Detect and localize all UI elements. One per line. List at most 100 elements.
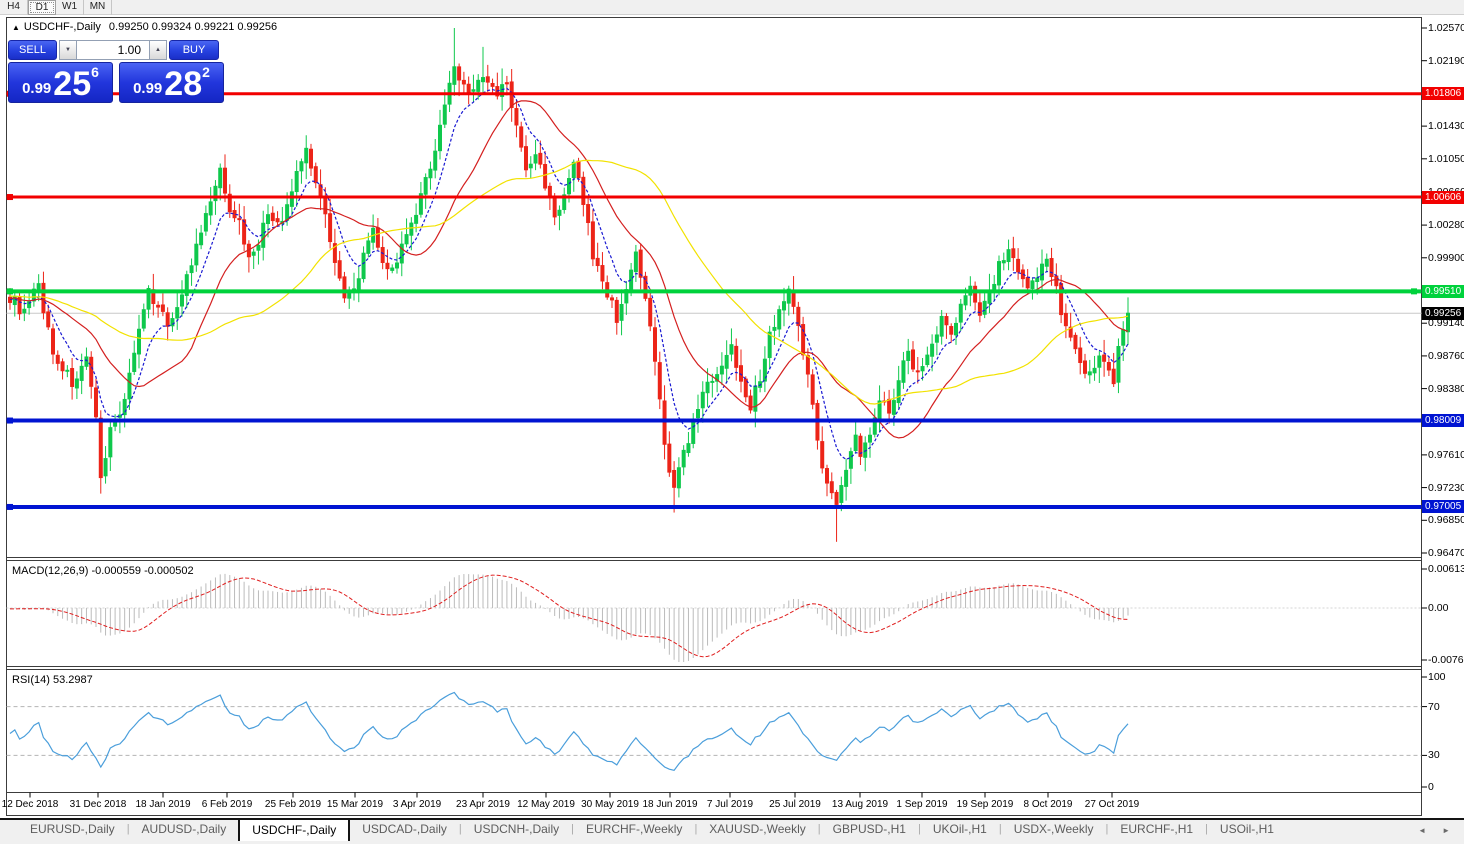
sell-price-sup: 6 bbox=[91, 64, 99, 80]
timeframe-button-h4[interactable]: H4 bbox=[0, 0, 28, 15]
candle-body bbox=[1073, 334, 1078, 350]
macd-axis-label: -0.007612 bbox=[1428, 654, 1464, 666]
candle-body bbox=[586, 204, 591, 224]
date-axis[interactable]: 12 Dec 2018 31 Dec 2018 18 Jan 2019 6 Feb 2… bbox=[0, 0, 1421, 818]
buy-price-base: 0.99 bbox=[133, 80, 163, 97]
candle-body bbox=[911, 349, 915, 370]
candle-body bbox=[84, 356, 89, 367]
tab-separator: | bbox=[817, 823, 821, 835]
candle-body bbox=[189, 265, 194, 274]
candle-body bbox=[954, 322, 958, 336]
tab-usdcnh-daily[interactable]: USDCNH-,Daily bbox=[473, 822, 560, 836]
date-label: 13 Aug 2019 bbox=[831, 799, 889, 810]
candle-body bbox=[734, 345, 739, 368]
sell-price-big: 25 bbox=[53, 65, 92, 104]
candle-body bbox=[949, 326, 954, 335]
hline-handle[interactable] bbox=[7, 417, 13, 424]
candle-body bbox=[796, 306, 801, 326]
collapse-arrow-icon[interactable]: ▲ bbox=[12, 23, 20, 32]
price-axis[interactable]: 1.025701.021901.014301.010501.006601.002… bbox=[1421, 0, 1464, 818]
candle-body bbox=[858, 435, 863, 457]
sell-price-panel[interactable]: 0.99 25 6 bbox=[8, 62, 113, 103]
candle-body bbox=[1063, 312, 1068, 327]
candle-body bbox=[686, 443, 691, 454]
candle-body bbox=[524, 146, 528, 171]
volume-input[interactable] bbox=[77, 40, 149, 60]
hline-price-badge: 1.01806 bbox=[1422, 87, 1464, 101]
candle-body bbox=[547, 185, 552, 196]
timeframe-button-mn[interactable]: MN bbox=[84, 0, 112, 15]
buy-button[interactable]: BUY bbox=[169, 40, 219, 60]
date-label: 7 Jul 2019 bbox=[706, 799, 754, 810]
buy-price-sup: 2 bbox=[202, 64, 210, 80]
candle-body bbox=[820, 441, 825, 469]
ma-slow-line bbox=[9, 159, 1129, 405]
buy-price-panel[interactable]: 0.99 28 2 bbox=[119, 62, 224, 103]
date-label: 25 Jul 2019 bbox=[769, 799, 821, 810]
tab-eurchf-weekly[interactable]: EURCHF-,Weekly bbox=[585, 822, 683, 836]
tab-usdx-weekly[interactable]: USDX-,Weekly bbox=[1013, 822, 1094, 836]
candle-body bbox=[1087, 371, 1092, 376]
tab-xauusd-weekly[interactable]: XAUUSD-,Weekly bbox=[709, 822, 806, 836]
candle-body bbox=[710, 380, 715, 383]
candle-body bbox=[891, 400, 896, 415]
tab-eurchf-h1[interactable]: EURCHF-,H1 bbox=[1120, 822, 1194, 836]
tab-separator: | bbox=[1205, 823, 1208, 835]
candle-body bbox=[500, 84, 505, 97]
candle-body bbox=[853, 434, 858, 452]
tab-usdcad-daily[interactable]: USDCAD-,Daily bbox=[362, 822, 447, 836]
ma-mid-line bbox=[9, 100, 1129, 439]
candle-body bbox=[610, 297, 614, 301]
hline-handle[interactable] bbox=[7, 194, 13, 201]
candle-body bbox=[1111, 368, 1116, 385]
tab-audusd-daily[interactable]: AUDUSD-,Daily bbox=[141, 822, 227, 836]
tab-gbpusd-h1[interactable]: GBPUSD-,H1 bbox=[832, 822, 906, 836]
price-tick-label: 0.97610 bbox=[1428, 448, 1464, 461]
candle-body bbox=[801, 324, 806, 356]
tab-usoil-h1[interactable]: USOil-,H1 bbox=[1219, 822, 1274, 836]
candle-body bbox=[423, 177, 428, 195]
candle-body bbox=[844, 469, 849, 487]
date-label: 19 Sep 2019 bbox=[956, 799, 1014, 810]
tab-scroll-left-icon[interactable]: ◄ bbox=[1418, 826, 1427, 835]
timeframe-button-d1[interactable]: D1 bbox=[28, 0, 56, 15]
date-label: 8 Oct 2019 bbox=[1023, 799, 1073, 810]
candle-body bbox=[203, 213, 208, 232]
candle-body bbox=[934, 334, 939, 343]
tab-ukoil-h1[interactable]: UKOil-,H1 bbox=[932, 822, 987, 836]
candle-body bbox=[1078, 347, 1083, 363]
candle-body bbox=[925, 354, 930, 366]
candle-body bbox=[227, 193, 232, 213]
candle-body bbox=[1083, 360, 1087, 374]
candle-body bbox=[304, 147, 309, 164]
price-tick-label: 0.98760 bbox=[1428, 349, 1464, 362]
volume-increase-button[interactable]: ▲ bbox=[149, 40, 167, 60]
sell-button[interactable]: SELL bbox=[8, 40, 57, 60]
hline-handle[interactable] bbox=[7, 288, 13, 295]
candle-body bbox=[595, 257, 600, 267]
candle-body bbox=[471, 89, 476, 92]
timeframe-button-w1[interactable]: W1 bbox=[56, 0, 84, 15]
candle-body bbox=[672, 469, 677, 488]
candle-body bbox=[309, 148, 313, 169]
candle-body bbox=[481, 77, 485, 83]
tab-separator: | bbox=[458, 823, 462, 835]
candle-body bbox=[557, 209, 562, 216]
hline-handle[interactable] bbox=[1411, 288, 1417, 295]
date-label: 18 Jan 2019 bbox=[135, 799, 191, 810]
price-tick-label: 0.99140 bbox=[1428, 317, 1464, 330]
candle-body bbox=[581, 176, 586, 205]
tab-usdchf-daily[interactable]: USDCHF-,Daily bbox=[238, 818, 351, 841]
tab-eurusd-daily[interactable]: EURUSD-,Daily bbox=[30, 822, 115, 836]
volume-decrease-button[interactable]: ▼ bbox=[59, 40, 77, 60]
ma-fast-line bbox=[9, 87, 1129, 460]
price-tick-label: 0.99900 bbox=[1428, 251, 1464, 264]
price-tick-label: 1.02190 bbox=[1428, 54, 1464, 67]
candle-body bbox=[562, 194, 567, 211]
hline-handle[interactable] bbox=[7, 503, 13, 510]
candle-body bbox=[266, 214, 270, 225]
candle-body bbox=[839, 485, 844, 503]
tab-scroll-right-icon[interactable]: ► bbox=[1442, 826, 1450, 835]
candle-body bbox=[514, 108, 519, 126]
